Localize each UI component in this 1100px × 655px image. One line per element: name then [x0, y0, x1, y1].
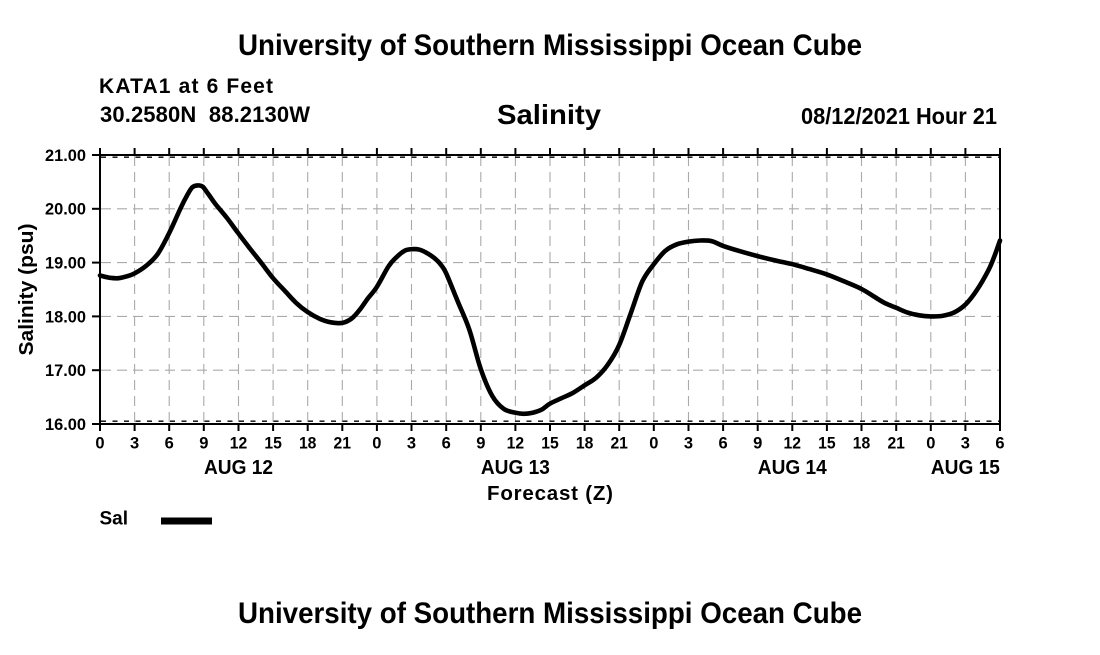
svg-text:Salinity (psu): Salinity (psu): [16, 224, 38, 356]
svg-text:08/12/2021 Hour 21: 08/12/2021 Hour 21: [801, 103, 997, 129]
svg-text:0: 0: [372, 435, 381, 453]
svg-text:6: 6: [719, 435, 728, 453]
svg-text:9: 9: [753, 435, 762, 453]
svg-text:9: 9: [476, 435, 485, 453]
svg-text:21: 21: [334, 435, 352, 453]
svg-text:18: 18: [576, 435, 594, 453]
svg-text:6: 6: [995, 435, 1004, 453]
svg-text:15: 15: [541, 435, 559, 453]
svg-text:12: 12: [230, 435, 248, 453]
svg-text:University of Southern Mississ: University of Southern Mississippi Ocean…: [238, 29, 862, 62]
svg-text:0: 0: [926, 435, 935, 453]
svg-text:15: 15: [818, 435, 836, 453]
svg-text:3: 3: [407, 435, 416, 453]
svg-text:Forecast (Z): Forecast (Z): [487, 482, 613, 505]
svg-text:AUG 12: AUG 12: [204, 457, 273, 479]
svg-text:3: 3: [684, 435, 693, 453]
svg-text:16.00: 16.00: [45, 416, 86, 434]
svg-text:17.00: 17.00: [45, 362, 86, 380]
svg-text:0: 0: [95, 435, 104, 453]
svg-text:0: 0: [649, 435, 658, 453]
svg-text:KATA1 at 6 Feet: KATA1 at 6 Feet: [99, 75, 273, 98]
svg-text:21: 21: [610, 435, 628, 453]
svg-text:University of Southern Mississ: University of Southern Mississippi Ocean…: [238, 597, 862, 630]
svg-text:21: 21: [887, 435, 905, 453]
svg-text:18.00: 18.00: [45, 308, 86, 326]
svg-text:9: 9: [199, 435, 208, 453]
svg-text:12: 12: [784, 435, 802, 453]
svg-text:12: 12: [507, 435, 525, 453]
svg-text:Sal: Sal: [100, 509, 129, 530]
svg-text:Salinity: Salinity: [497, 99, 601, 130]
svg-text:15: 15: [264, 435, 282, 453]
svg-text:20.00: 20.00: [45, 201, 86, 219]
svg-text:18: 18: [299, 435, 317, 453]
svg-text:AUG 15: AUG 15: [931, 457, 1000, 479]
svg-text:19.00: 19.00: [45, 255, 86, 273]
svg-text:3: 3: [130, 435, 139, 453]
svg-text:21.00: 21.00: [45, 147, 86, 165]
svg-text:30.2580N 88.2130W: 30.2580N 88.2130W: [100, 102, 310, 127]
svg-text:AUG 13: AUG 13: [481, 457, 550, 479]
svg-text:6: 6: [165, 435, 174, 453]
svg-text:AUG 14: AUG 14: [758, 457, 828, 479]
svg-text:3: 3: [961, 435, 970, 453]
svg-text:18: 18: [853, 435, 871, 453]
svg-text:6: 6: [442, 435, 451, 453]
